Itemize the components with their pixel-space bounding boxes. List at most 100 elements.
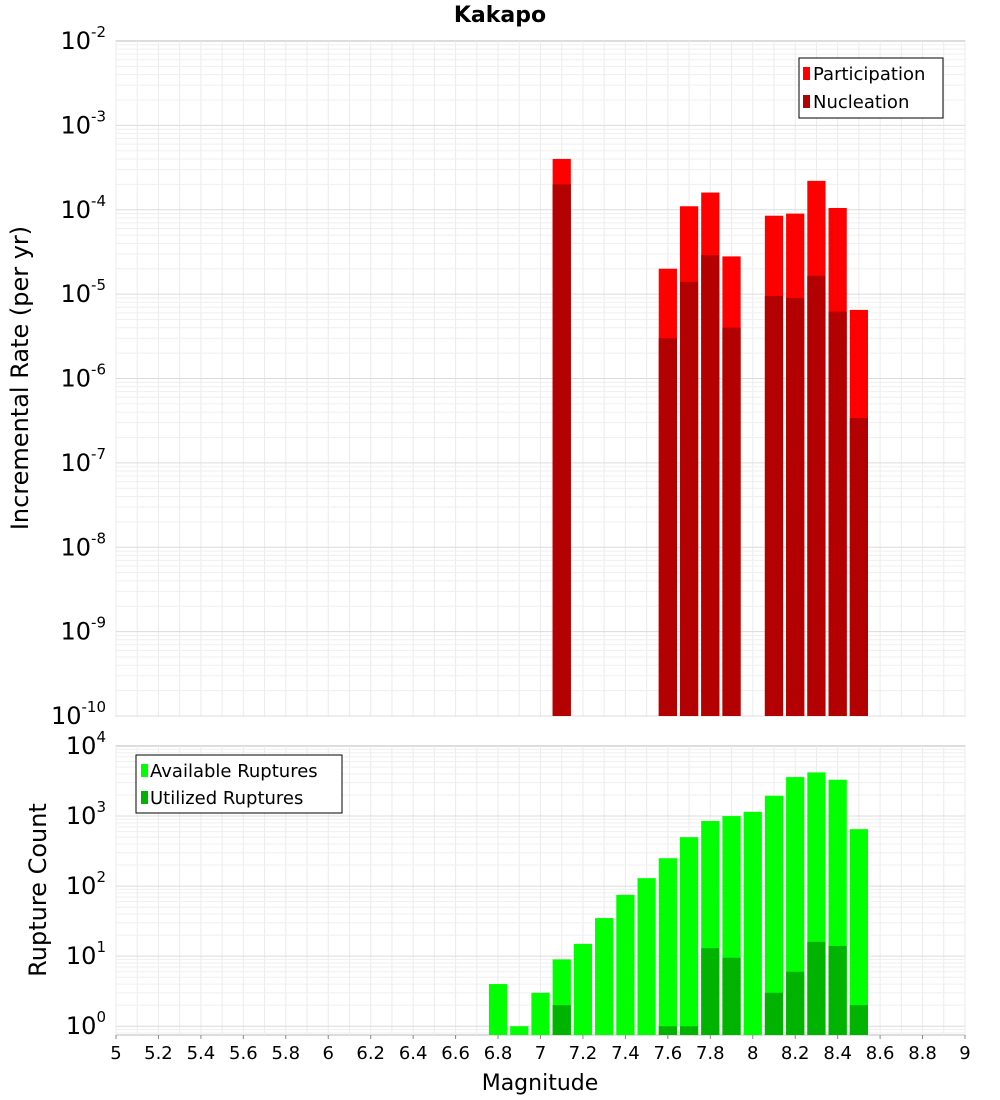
x-axis-label: Magnitude: [482, 1071, 599, 1096]
y-tick-exponent: -8: [91, 529, 106, 547]
bar-nucleation: [828, 311, 847, 716]
y-tick-label: 10-3: [60, 107, 106, 139]
bar-nucleation: [658, 338, 677, 716]
y-tick-label: 102: [66, 868, 106, 900]
y-tick-exponent: 2: [96, 868, 106, 886]
legend-nucleation-label: Nucleation: [813, 92, 909, 113]
bottom-legend-box: [135, 754, 343, 814]
bar-nucleation: [849, 418, 868, 716]
y-tick-exponent: -10: [82, 698, 107, 716]
count-bar-available-ruptures: [531, 992, 550, 1035]
y-tick-label: 100: [66, 1008, 106, 1040]
y-tick-label: 10-4: [60, 192, 106, 224]
bar-nucleation: [807, 275, 826, 716]
x-tick-label: 8.6: [866, 1043, 895, 1064]
count-bar-available-ruptures: [637, 878, 656, 1035]
y-tick-base: 10: [60, 618, 91, 646]
x-tick-label: 5: [110, 1043, 121, 1064]
y-tick-base: 10: [66, 802, 97, 830]
legend-utilized-swatch: [141, 791, 148, 804]
count-bar-utilized-ruptures: [764, 992, 784, 1035]
count-bar-utilized-ruptures: [786, 971, 805, 1035]
y-tick-label: 103: [66, 798, 106, 830]
y-tick-base: 10: [60, 365, 91, 393]
top-legend: Participation Nucleation: [798, 57, 944, 119]
count-bar-available-ruptures: [743, 811, 762, 1035]
count-bar-utilized-ruptures: [701, 948, 720, 1035]
count-bar-available-ruptures: [616, 894, 635, 1035]
y-tick-base: 10: [66, 942, 97, 970]
y-tick-exponent: 1: [96, 938, 106, 956]
x-tick-label: 7.2: [569, 1043, 598, 1064]
y-tick-label: 101: [66, 938, 106, 970]
y-tick-base: 10: [60, 280, 91, 308]
legend-utilized-label: Utilized Ruptures: [150, 788, 303, 809]
y-tick-exponent: -6: [91, 361, 106, 379]
y-tick-exponent: 3: [96, 798, 106, 816]
y-tick-base: 10: [66, 1012, 97, 1040]
y-tick-exponent: -9: [91, 614, 106, 632]
x-tick-label: 8: [747, 1043, 758, 1064]
count-bar-utilized-ruptures: [722, 957, 741, 1035]
bar-nucleation: [764, 296, 784, 716]
y-tick-label: 104: [66, 728, 106, 760]
count-bar-available-ruptures: [679, 837, 699, 1035]
x-tick-label: 9: [959, 1043, 970, 1064]
count-bar-utilized-ruptures: [658, 1026, 677, 1035]
top-y-axis-label: Incremental Rate (per yr): [6, 226, 34, 530]
y-tick-base: 10: [60, 27, 91, 55]
y-tick-label: 10-9: [60, 614, 106, 646]
y-tick-label: 10-8: [60, 529, 106, 561]
count-bar-available-ruptures: [658, 858, 677, 1035]
legend-participation-swatch: [803, 67, 810, 80]
bar-nucleation: [679, 281, 699, 716]
x-tick-label: 7.8: [696, 1043, 725, 1064]
bar-nucleation: [722, 327, 741, 716]
legend-nucleation-swatch: [803, 95, 810, 108]
bar-nucleation: [552, 184, 571, 717]
y-tick-exponent: -5: [91, 276, 106, 294]
count-bar-available-ruptures: [510, 1026, 529, 1035]
x-tick-label: 7: [535, 1043, 546, 1064]
x-tick-label: 6.8: [484, 1043, 513, 1064]
count-bar-available-ruptures: [595, 918, 614, 1035]
count-bar-available-ruptures: [488, 984, 508, 1035]
count-bar-utilized-ruptures: [679, 1026, 699, 1035]
y-tick-label: 10-7: [60, 445, 106, 477]
x-tick-label: 6.4: [399, 1043, 428, 1064]
x-tick-label: 5.4: [187, 1043, 216, 1064]
bottom-legend: Available Ruptures Utilized Ruptures: [135, 754, 343, 814]
count-bar-utilized-ruptures: [552, 1005, 571, 1035]
bottom-y-axis-label: Rupture Count: [24, 803, 52, 977]
x-tick-label: 5.2: [144, 1043, 173, 1064]
y-tick-label: 10-10: [51, 698, 106, 730]
top-legend-box: [798, 57, 944, 119]
count-bar-available-ruptures: [786, 777, 805, 1035]
count-bar-available-ruptures: [849, 829, 868, 1035]
y-tick-label: 10-2: [60, 23, 106, 55]
count-bar-utilized-ruptures: [828, 945, 847, 1035]
y-tick-exponent: -2: [91, 23, 106, 41]
y-tick-base: 10: [51, 702, 82, 730]
y-tick-exponent: 0: [96, 1008, 106, 1026]
y-tick-base: 10: [60, 196, 91, 224]
x-tick-label: 8.8: [908, 1043, 937, 1064]
y-tick-base: 10: [60, 449, 91, 477]
participation-nucleation-panel: 10-210-310-410-510-610-710-810-910-10 In…: [6, 23, 966, 730]
chart-title: Kakapo: [454, 3, 546, 28]
y-tick-exponent: 4: [96, 728, 106, 746]
count-bar-available-ruptures: [764, 795, 784, 1035]
bar-nucleation: [701, 255, 720, 716]
x-tick-label: 7.4: [611, 1043, 640, 1064]
x-tick-label: 7.6: [654, 1043, 683, 1064]
y-tick-base: 10: [66, 732, 97, 760]
x-tick-label: 5.8: [271, 1043, 300, 1064]
y-tick-label: 10-5: [60, 276, 106, 308]
x-tick-label: 5.6: [229, 1043, 258, 1064]
x-tick-label: 8.4: [823, 1043, 852, 1064]
y-tick-base: 10: [60, 533, 91, 561]
x-tick-label: 8.2: [781, 1043, 810, 1064]
legend-participation-label: Participation: [813, 64, 925, 85]
